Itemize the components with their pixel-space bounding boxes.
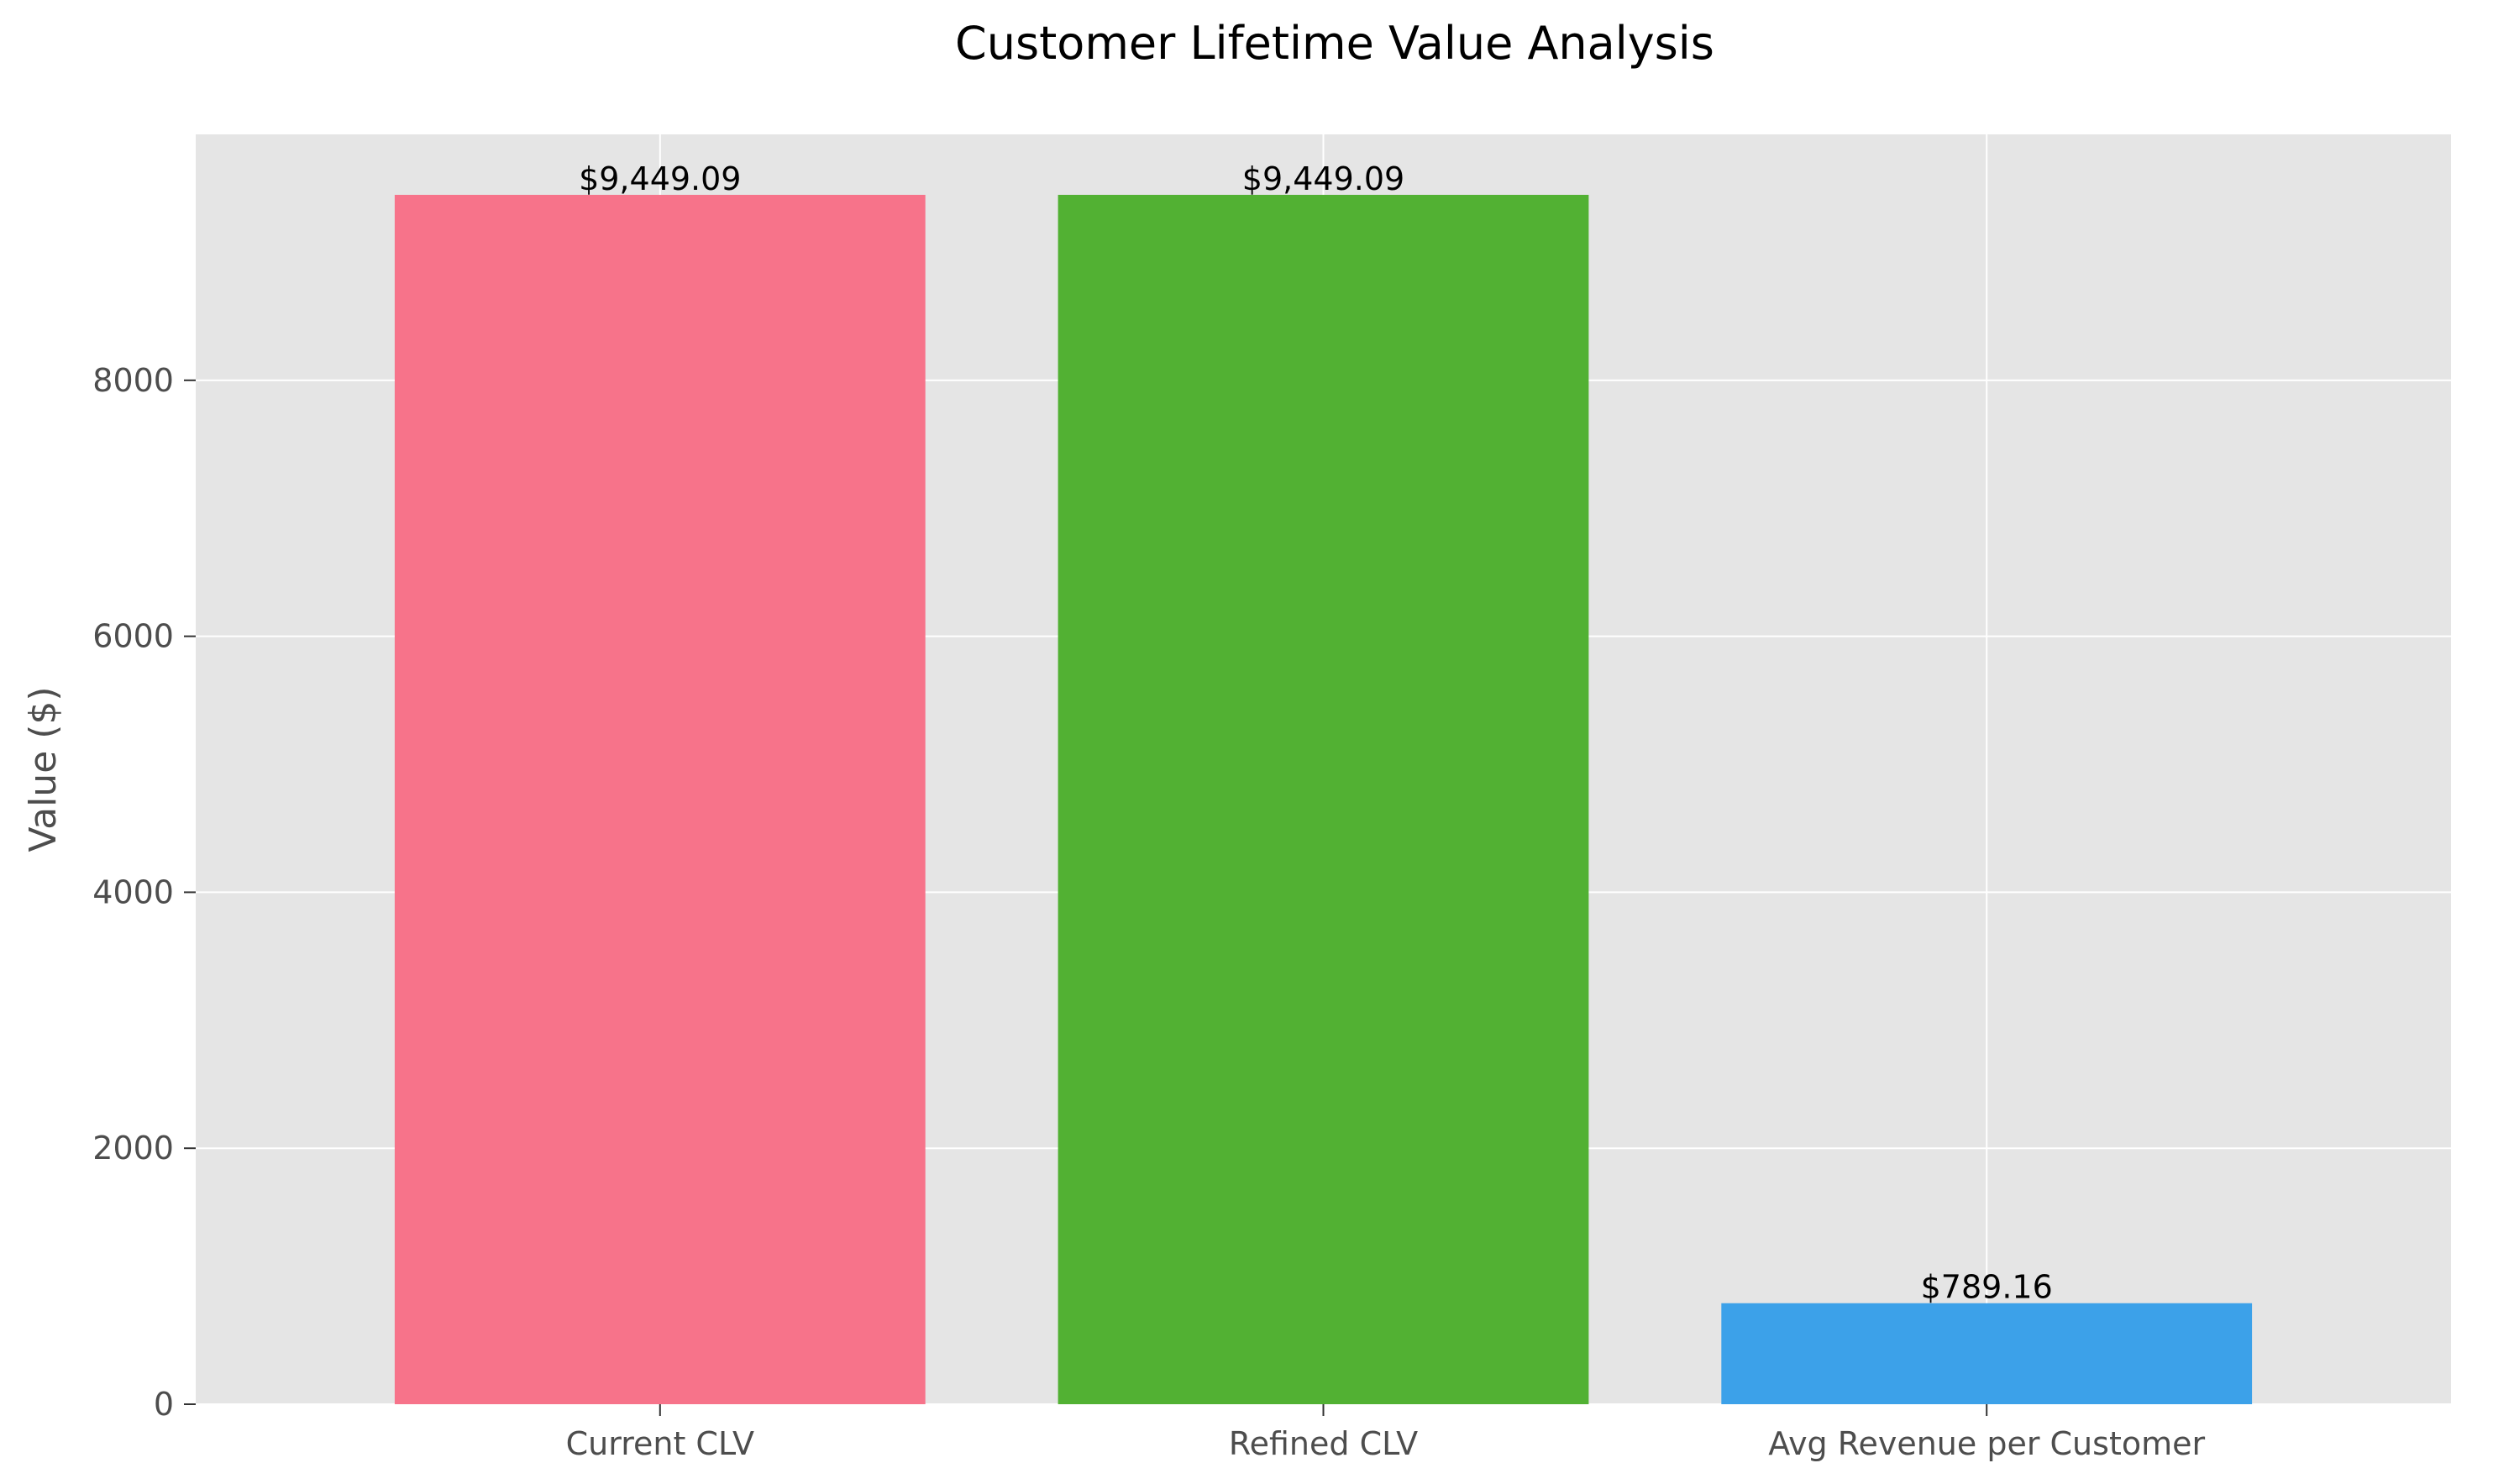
y-axis-label: Value ($): [22, 686, 65, 852]
y-tick-label: 8000: [92, 362, 174, 399]
y-tick-label: 4000: [92, 873, 174, 910]
bars-layer: $9,449.09 $9,449.09 $789.16: [394, 160, 2253, 1405]
bar-value-label: $9,449.09: [579, 160, 741, 197]
bar-value-label: $789.16: [1921, 1269, 2053, 1306]
y-tick-label: 6000: [92, 618, 174, 655]
x-tick-label: Avg Revenue per Customer: [1768, 1425, 2205, 1462]
y-tick-label: 0: [154, 1386, 174, 1423]
y-tick-label: 2000: [92, 1130, 174, 1167]
x-tick-label: Refined CLV: [1229, 1425, 1418, 1462]
axis-layer: 0 2000 4000 6000 8000 Current CLV Refined CLV A…: [92, 362, 2205, 1462]
bar: [1721, 1303, 2253, 1404]
bar: [394, 194, 926, 1405]
bar: [1058, 194, 1589, 1405]
x-tick-label: Current CLV: [566, 1425, 754, 1462]
bar-value-label: $9,449.09: [1242, 160, 1404, 197]
chart-title: Customer Lifetime Value Analysis: [955, 17, 1714, 70]
